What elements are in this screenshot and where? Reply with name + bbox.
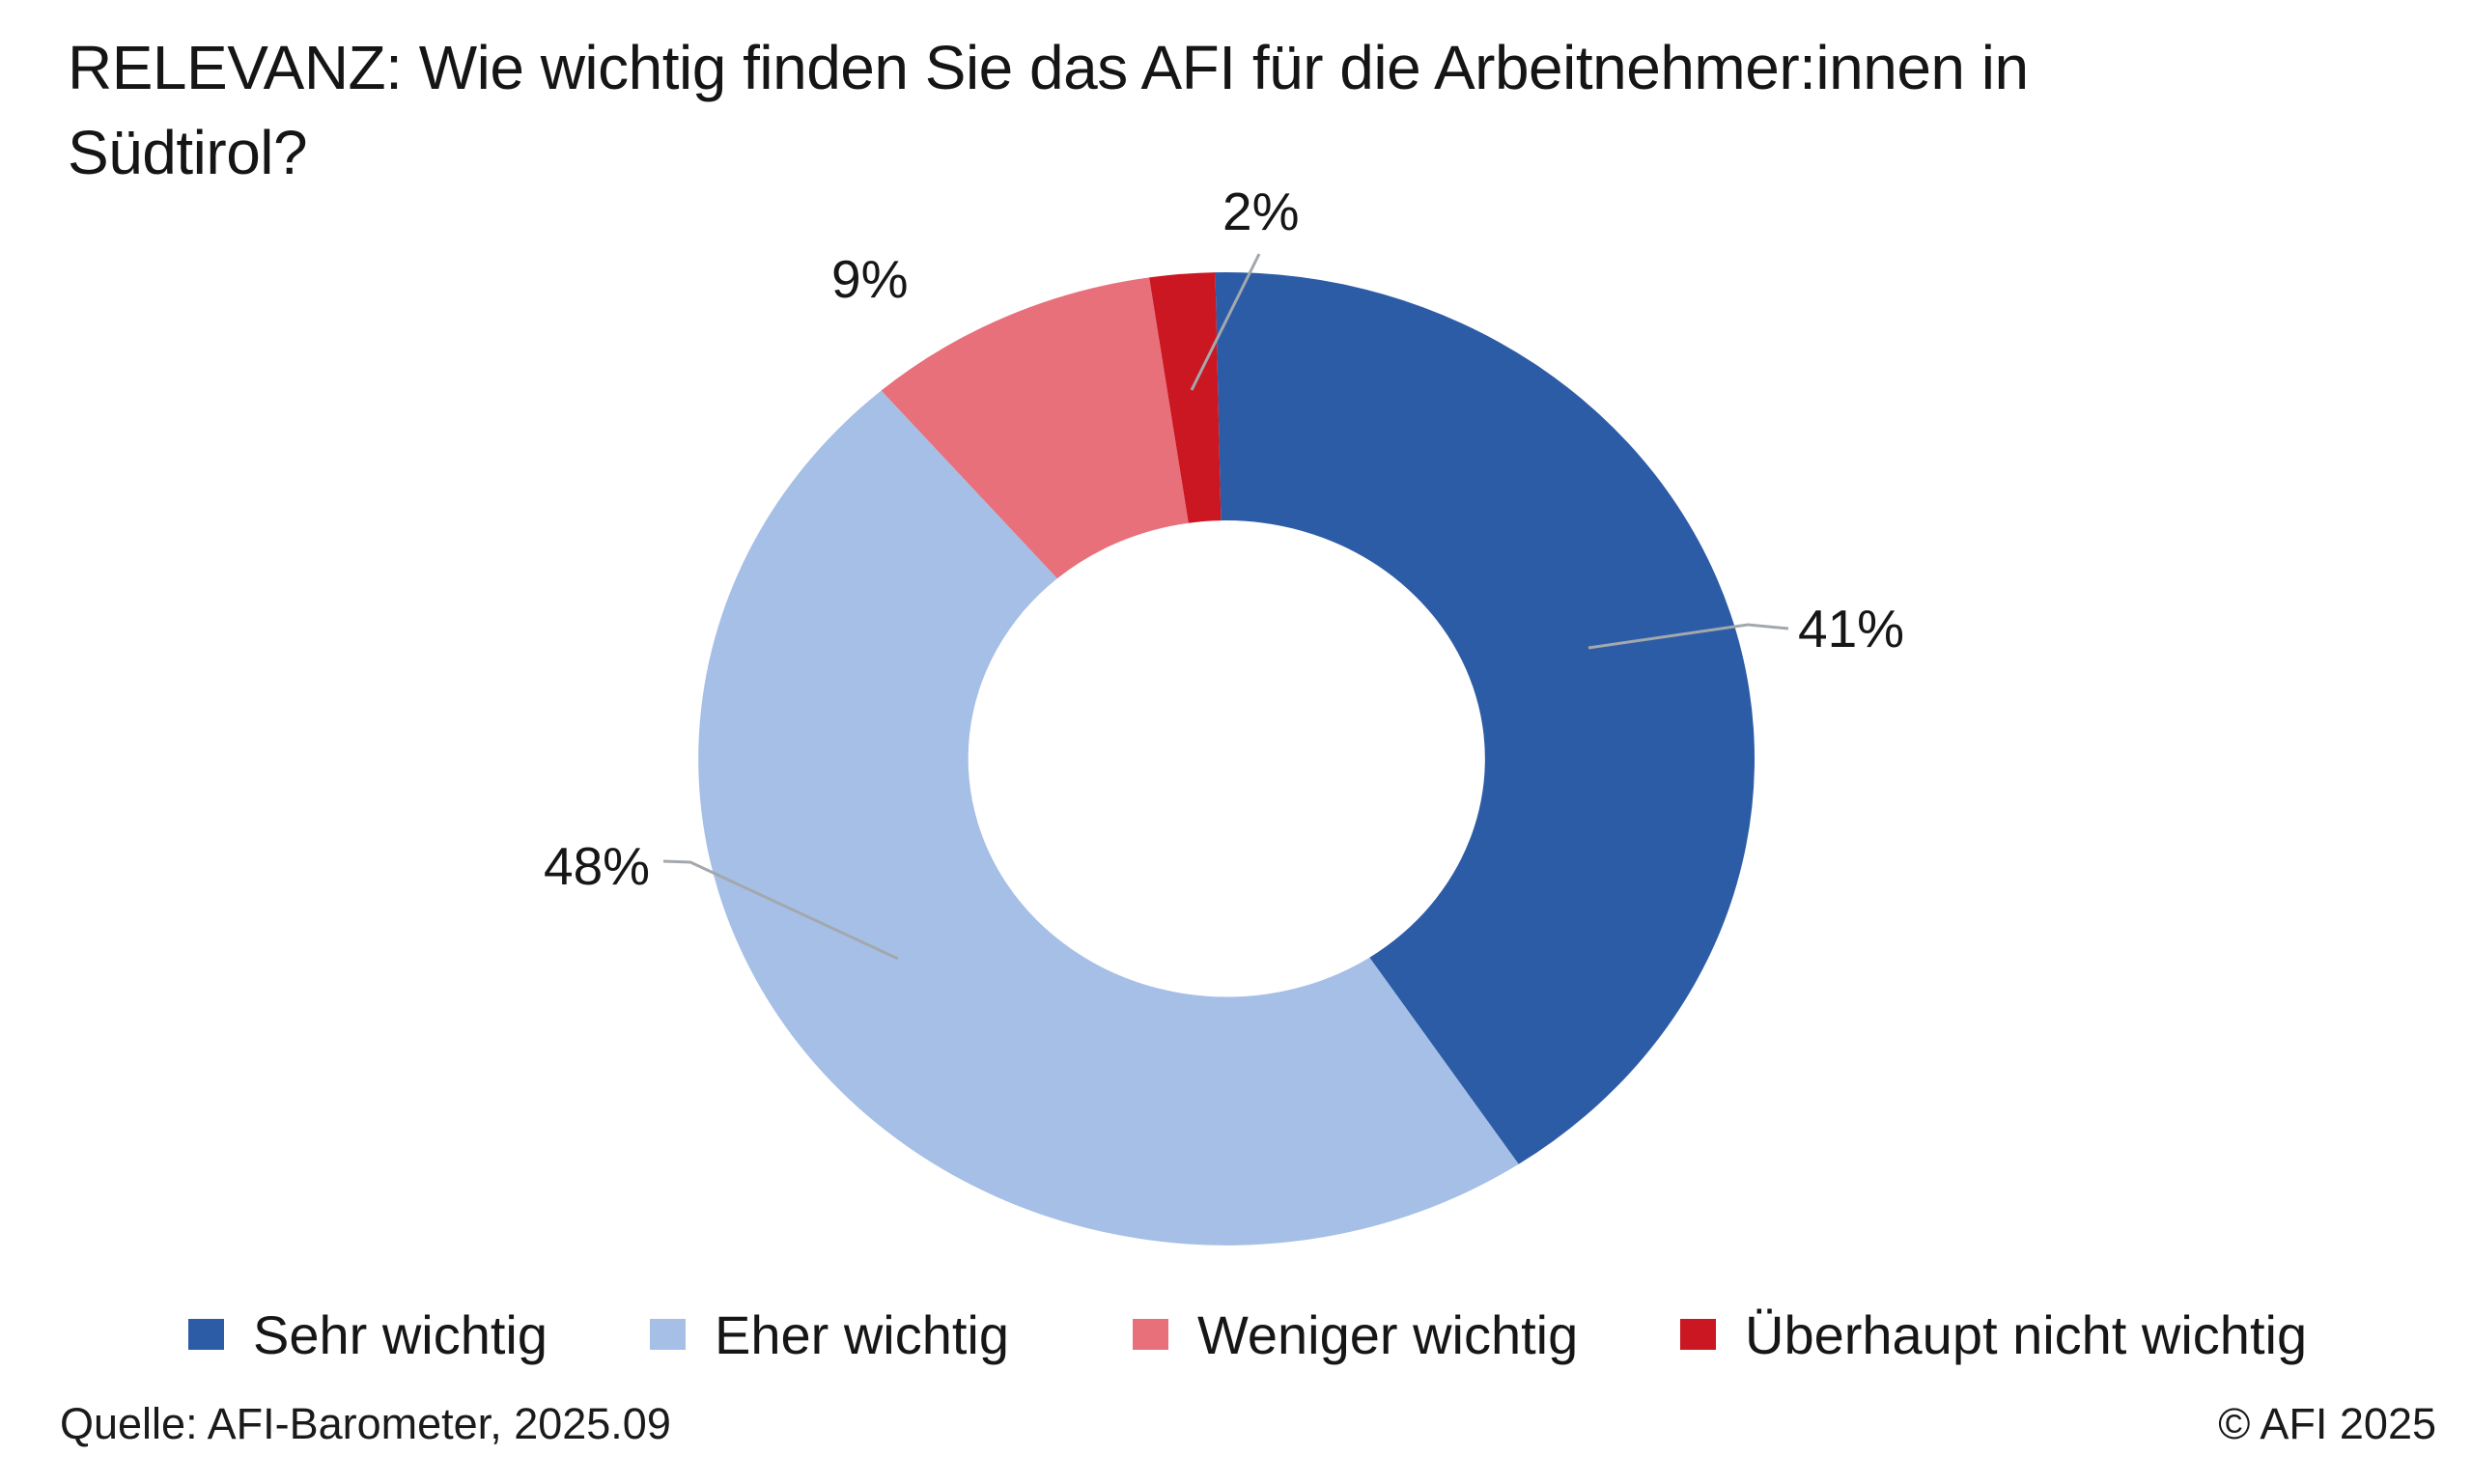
- legend-item-überhaupt-nicht-wichtig: Überhaupt nicht wichtig: [1680, 1303, 2307, 1365]
- slice-value-label-überhaupt-nicht-wichtig: 2%: [1222, 182, 1300, 241]
- leader-line-41%: [1587, 623, 1789, 650]
- legend-swatch-icon: [188, 1319, 224, 1350]
- donut-slice-überhaupt-nicht-wichtig: [1149, 272, 1222, 523]
- chart-title-line2: Südtirol?: [68, 118, 308, 187]
- donut-slice-eher-wichtig: [698, 390, 1519, 1246]
- chart-title-line1: RELEVANZ: Wie wichtig finden Sie das AFI…: [68, 33, 2029, 102]
- leader-line-2%: [1190, 253, 1261, 391]
- slice-value-label-sehr-wichtig: 41%: [1798, 599, 1905, 658]
- copyright-note: © AFI 2025: [2218, 1399, 2436, 1448]
- legend-label: Überhaupt nicht wichtig: [1745, 1303, 2308, 1365]
- legend-item-sehr-wichtig: Sehr wichtig: [188, 1303, 548, 1365]
- legend-item-eher-wichtig: Eher wichtig: [650, 1303, 1009, 1365]
- legend-item-weniger-wichtig: Weniger wichtig: [1133, 1303, 1578, 1365]
- leader-line-48%: [662, 859, 899, 961]
- legend-swatch-icon: [1680, 1319, 1716, 1350]
- slice-value-label-eher-wichtig: 48%: [544, 836, 651, 896]
- legend-swatch-icon: [1133, 1319, 1168, 1350]
- legend-label: Eher wichtig: [715, 1303, 1010, 1365]
- donut-slice-weniger-wichtig: [881, 277, 1189, 579]
- legend-swatch-icon: [650, 1319, 686, 1350]
- legend-label: Sehr wichtig: [253, 1303, 548, 1365]
- slice-value-label-weniger-wichtig: 9%: [831, 249, 909, 309]
- chart-title: RELEVANZ: Wie wichtig finden Sie das AFI…: [68, 25, 2289, 195]
- source-note: Quelle: AFI-Barometer, 2025.09: [60, 1399, 671, 1448]
- donut-slice-sehr-wichtig: [1215, 271, 1756, 1164]
- legend-label: Weniger wichtig: [1197, 1303, 1579, 1365]
